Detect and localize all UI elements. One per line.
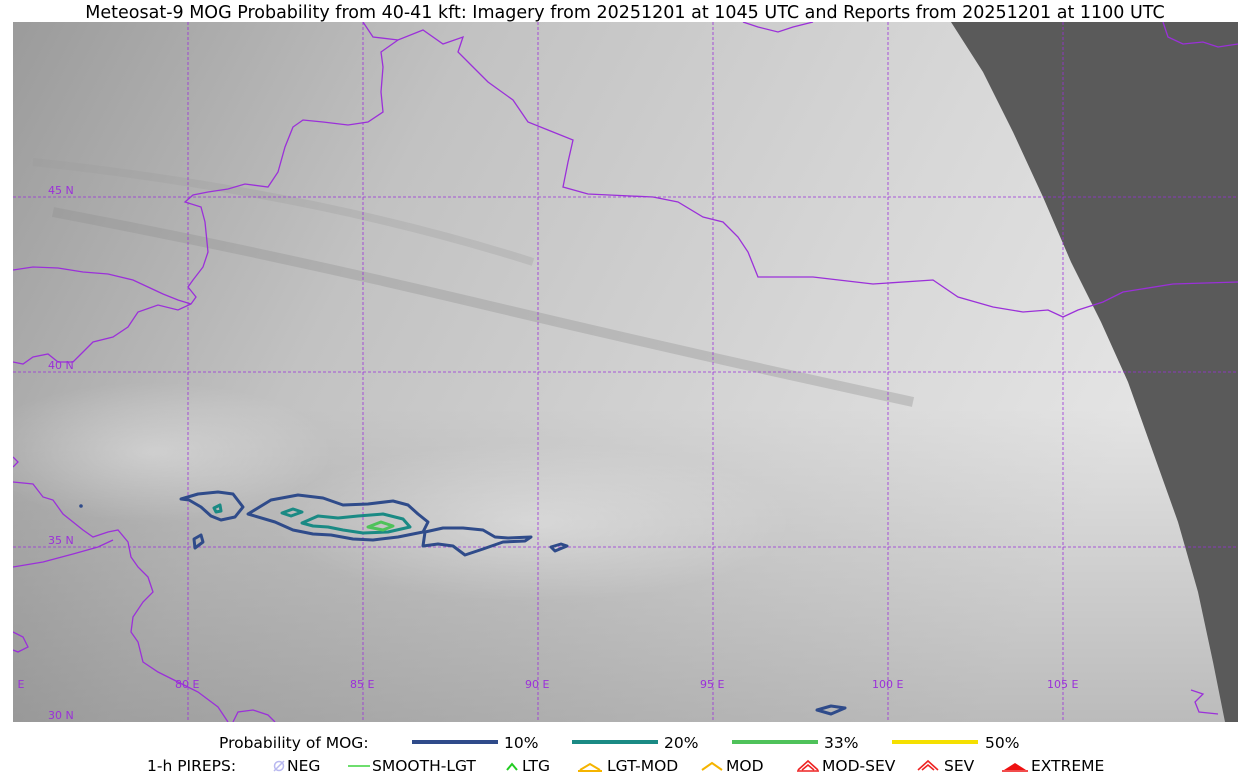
probability-legend-title: Probability of MOG: bbox=[219, 734, 369, 752]
sev-icon bbox=[917, 759, 939, 771]
extreme-icon bbox=[1002, 763, 1028, 772]
pirep-label-smooth-lgt: SMOOTH-LGT bbox=[372, 757, 476, 775]
lon-label-75: 75 E bbox=[13, 678, 24, 691]
mod-chevron-icon bbox=[701, 761, 723, 771]
lon-label-90: 90 E bbox=[525, 678, 549, 691]
cloud-streak bbox=[32, 158, 535, 266]
lon-label-95: 95 E bbox=[700, 678, 724, 691]
ltg-chevron-icon bbox=[506, 762, 518, 771]
graticule bbox=[13, 22, 1238, 722]
pirep-label-lgt-mod: LGT-MOD bbox=[607, 757, 678, 775]
contour-10pct bbox=[192, 533, 205, 550]
cloud-streak bbox=[52, 207, 915, 407]
contour-20pct bbox=[280, 507, 304, 518]
cloud-texture bbox=[13, 382, 333, 522]
lon-label-100: 100 E bbox=[872, 678, 903, 691]
pirep-label-sev: SEV bbox=[944, 757, 975, 775]
pirep-label-neg: NEG bbox=[287, 757, 320, 775]
lon-label-85: 85 E bbox=[350, 678, 374, 691]
lat-label-30: 30 N bbox=[48, 709, 74, 722]
lat-label-35: 35 N bbox=[48, 534, 74, 547]
map-legend: Probability of MOG: 10% 20% 33% 50% 1-h … bbox=[147, 734, 1104, 775]
longitude-labels: 75 E 80 E 85 E 90 E 95 E 100 E 105 E bbox=[13, 678, 1078, 691]
pirep-label-mod: MOD bbox=[726, 757, 764, 775]
pirep-label-mod-sev: MOD-SEV bbox=[822, 757, 896, 775]
lat-label-45: 45 N bbox=[48, 184, 74, 197]
contour-33pct bbox=[366, 520, 395, 532]
report-dot bbox=[79, 504, 83, 508]
contour-10pct bbox=[549, 542, 569, 553]
neg-icon bbox=[273, 760, 285, 772]
contour-20pct bbox=[300, 512, 412, 535]
country-borders bbox=[13, 22, 1238, 722]
contour-20pct bbox=[212, 503, 223, 514]
no-data-region bbox=[951, 22, 1238, 722]
legend-label-50pct: 50% bbox=[985, 734, 1019, 752]
pirep-label-extreme: EXTREME bbox=[1031, 757, 1104, 775]
legend-label-33pct: 33% bbox=[824, 734, 858, 752]
latitude-labels: 45 N 40 N 35 N 30 N bbox=[48, 184, 74, 722]
pirep-label-ltg: LTG bbox=[522, 757, 550, 775]
map-title: Meteosat-9 MOG Probability from 40-41 kf… bbox=[85, 3, 1165, 23]
lon-label-105: 105 E bbox=[1047, 678, 1078, 691]
lat-label-40: 40 N bbox=[48, 359, 74, 372]
legend-label-20pct: 20% bbox=[664, 734, 698, 752]
mod-sev-icon bbox=[797, 759, 819, 772]
contour-10pct bbox=[246, 493, 430, 542]
pireps-legend-title: 1-h PIREPS: bbox=[147, 757, 236, 775]
contour-10pct bbox=[815, 704, 847, 716]
cloud-texture bbox=[273, 442, 793, 602]
mog-contours bbox=[179, 490, 847, 716]
satellite-map: 45 N 40 N 35 N 30 N 75 E 80 E 85 E 90 E … bbox=[13, 22, 1238, 722]
legend-label-10pct: 10% bbox=[504, 734, 538, 752]
lon-label-80: 80 E bbox=[175, 678, 199, 691]
contour-10pct bbox=[421, 526, 533, 557]
lgt-mod-icon bbox=[578, 762, 602, 772]
contour-10pct bbox=[179, 490, 245, 522]
